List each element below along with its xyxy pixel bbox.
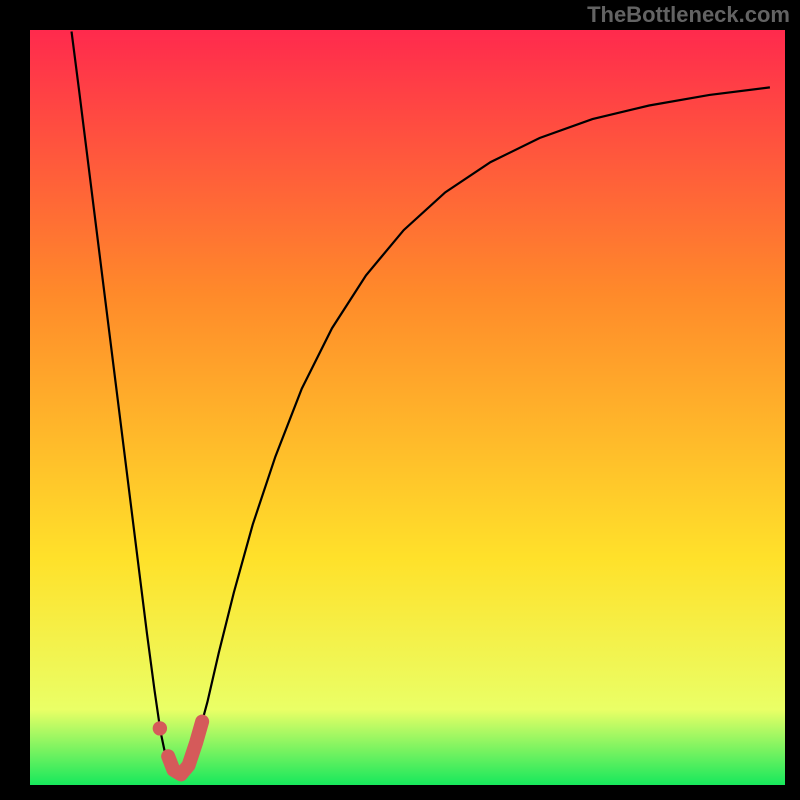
highlight-j-marker: [168, 722, 202, 775]
highlight-dot-marker: [153, 721, 167, 735]
chart-container: TheBottleneck.com: [0, 0, 800, 800]
chart-svg: [0, 0, 800, 800]
watermark-text: TheBottleneck.com: [587, 2, 790, 28]
main-curve: [72, 32, 770, 777]
